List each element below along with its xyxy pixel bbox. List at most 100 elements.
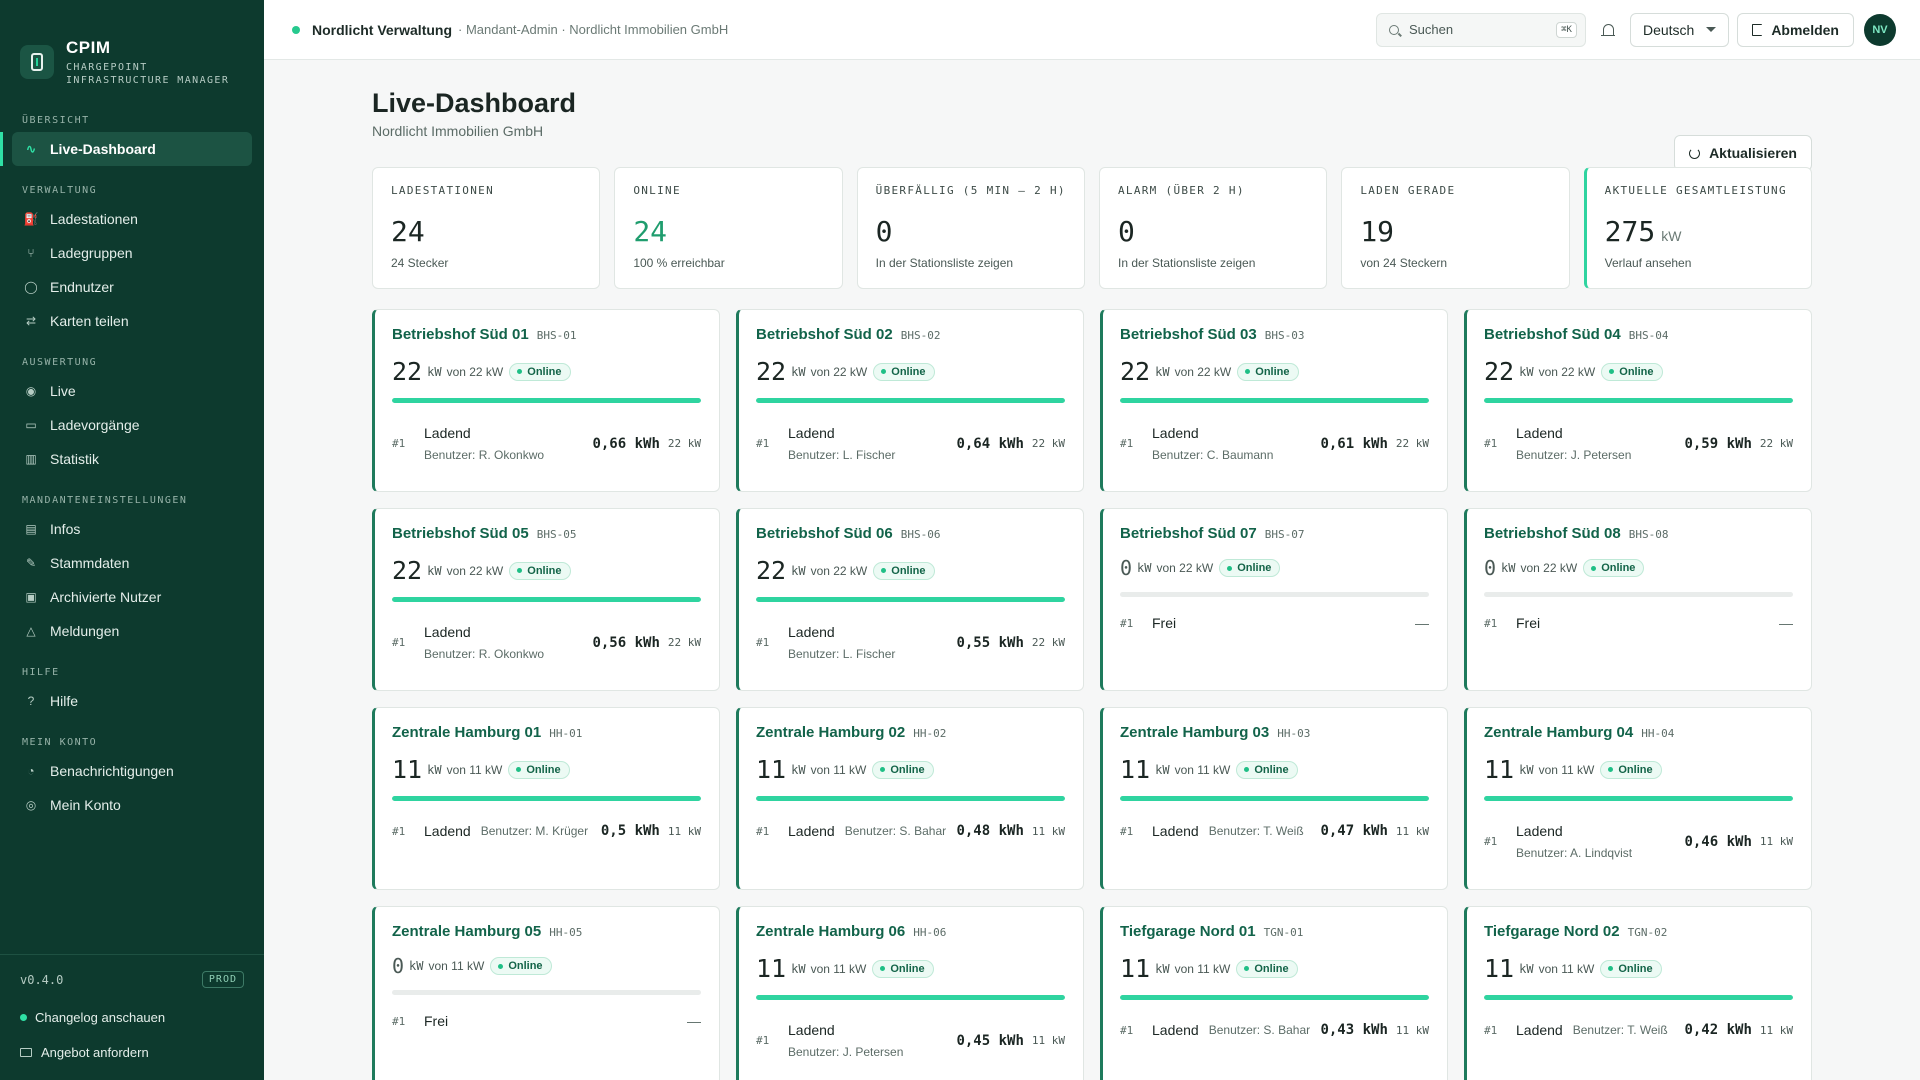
stat-card[interactable]: LADESTATIONEN 24 24 Stecker [372, 167, 601, 289]
connector-row[interactable]: #1 Ladend Benutzer: J. Petersen 0,45 kWh 11 … [756, 1022, 1065, 1059]
connector-row[interactable]: #1 Frei — [392, 1013, 701, 1029]
sidebar-item-karten-teilen[interactable]: ⇄ Karten teilen [12, 304, 252, 338]
sidebar-item-ladestationen[interactable]: ⛽ Ladestationen [12, 202, 252, 236]
station-name[interactable]: Betriebshof Süd 01 [392, 326, 529, 343]
station-card[interactable]: Betriebshof Süd 01 BHS-01 22 kW von 22 kW Onl… [372, 309, 720, 492]
connector-row[interactable]: #1 Ladend Benutzer: M. Krüger 0,5 kWh 11 kW [392, 823, 701, 839]
station-name[interactable]: Betriebshof Süd 07 [1120, 525, 1257, 542]
sidebar-item-live[interactable]: ◉ Live [12, 374, 252, 408]
sidebar-item-ladevorgänge[interactable]: ▭ Ladevorgänge [12, 408, 252, 442]
station-name[interactable]: Betriebshof Süd 03 [1120, 326, 1257, 343]
sidebar-item-mein-konto[interactable]: ◎ Mein Konto [12, 788, 252, 822]
station-name[interactable]: Tiefgarage Nord 02 [1484, 923, 1620, 940]
connector-row[interactable]: #1 Ladend Benutzer: T. Weiß 0,47 kWh 11 kW [1120, 823, 1429, 839]
stat-note[interactable]: Verlauf ansehen [1604, 256, 1692, 270]
station-name[interactable]: Zentrale Hamburg 06 [756, 923, 906, 940]
connector-row[interactable]: #1 Ladend Benutzer: L. Fischer 0,64 kWh 22 k… [756, 425, 1065, 462]
station-name[interactable]: Betriebshof Süd 05 [392, 525, 529, 542]
station-card[interactable]: Zentrale Hamburg 01 HH-01 11 kW von 11 kW Onl… [372, 707, 720, 890]
search-input[interactable]: Suchen ⌘K [1375, 12, 1586, 47]
logout-button[interactable]: Abmelden [1737, 12, 1854, 47]
station-name[interactable]: Zentrale Hamburg 02 [756, 724, 906, 741]
sidebar-item-endnutzer[interactable]: ◯ Endnutzer [12, 270, 252, 304]
station-name[interactable]: Betriebshof Süd 04 [1484, 326, 1621, 343]
station-card[interactable]: Betriebshof Süd 06 BHS-06 22 kW von 22 kW Onl… [736, 508, 1084, 691]
connector-row[interactable]: #1 Ladend Benutzer: L. Fischer 0,55 kWh 22 k… [756, 624, 1065, 661]
brand[interactable]: CPIM CHARGEPOINT INFRASTRUCTURE MANAGER [0, 0, 264, 96]
nav-section-title: VERWALTUNG [22, 185, 98, 196]
sidebar-item-archivierte-nutzer[interactable]: ▣ Archivierte Nutzer [12, 580, 252, 614]
online-dot-icon [498, 963, 504, 969]
stat-card[interactable]: AKTUELLE GESAMTLEISTUNG 275 kW Verlauf anse… [1583, 167, 1812, 289]
station-name[interactable]: Betriebshof Süd 06 [756, 525, 893, 542]
station-name[interactable]: Betriebshof Süd 08 [1484, 525, 1621, 542]
connector-row[interactable]: #1 Ladend Benutzer: R. Okonkwo 0,66 kWh 22 k… [392, 425, 701, 462]
offer-link[interactable]: Angebot anfordern [20, 1045, 244, 1060]
connector-energy: 0,55 kWh [956, 634, 1024, 651]
tenant-name[interactable]: Nordlicht Verwaltung [312, 21, 453, 38]
station-name[interactable]: Zentrale Hamburg 01 [392, 724, 542, 741]
connector-row[interactable]: #1 Ladend Benutzer: A. Lindqvist 0,46 kWh 11… [1484, 823, 1793, 860]
sidebar-item-stammdaten[interactable]: ✎ Stammdaten [12, 546, 252, 580]
activity-icon: ∿ [25, 142, 37, 156]
sidebar-item-infos[interactable]: ▤ Infos [12, 512, 252, 546]
connector-row[interactable]: #1 Ladend Benutzer: S. Bahar 0,48 kWh 11 kW [756, 823, 1065, 839]
status-label: Online [526, 763, 561, 776]
connector-status: Ladend [1516, 823, 1563, 839]
power-unit: kW [791, 961, 806, 976]
connector-row[interactable]: #1 Ladend Benutzer: T. Weiß 0,42 kWh 11 kW [1484, 1022, 1793, 1038]
power-bar-fill [392, 796, 701, 801]
changelog-link[interactable]: Changelog anschauen [20, 1010, 244, 1025]
radio-icon: ◉ [25, 384, 37, 398]
station-card[interactable]: Betriebshof Süd 07 BHS-07 0 kW von 22 kW Onli… [1100, 508, 1448, 691]
sidebar-item-live-dashboard[interactable]: ∿ Live-Dashboard [0, 132, 252, 166]
station-code: HH-06 [913, 926, 947, 939]
sidebar-item-meldungen[interactable]: △ Meldungen [12, 614, 252, 648]
sidebar-item-ladegruppen[interactable]: ⑂ Ladegruppen [12, 236, 252, 270]
connector-row[interactable]: #1 Ladend Benutzer: C. Baumann 0,61 kWh 22 k… [1120, 425, 1429, 462]
station-card[interactable]: Betriebshof Süd 03 BHS-03 22 kW von 22 kW Onl… [1100, 309, 1448, 492]
station-card[interactable]: Tiefgarage Nord 02 TGN-02 11 kW von 11 kW Onl… [1464, 906, 1812, 1080]
power-bar [1484, 592, 1793, 597]
station-card[interactable]: Zentrale Hamburg 06 HH-06 11 kW von 11 kW Onl… [736, 906, 1084, 1080]
connector-number: #1 [1120, 1023, 1134, 1037]
avatar[interactable]: NV [1864, 13, 1896, 46]
stat-card[interactable]: ONLINE 24 100 % erreichbar [614, 167, 843, 289]
sidebar-item-statistik[interactable]: ▥ Statistik [12, 442, 252, 476]
station-card[interactable]: Zentrale Hamburg 05 HH-05 0 kW von 11 kW Onli… [372, 906, 720, 1080]
stat-note[interactable]: In der Stationsliste zeigen [1117, 256, 1256, 270]
connector-row[interactable]: #1 Ladend Benutzer: S. Bahar 0,43 kWh 11 kW [1120, 1022, 1429, 1038]
stat-note[interactable]: In der Stationsliste zeigen [875, 256, 1014, 270]
station-card[interactable]: Betriebshof Süd 04 BHS-04 22 kW von 22 kW Onl… [1464, 309, 1812, 492]
connector-row[interactable]: #1 Frei — [1484, 615, 1793, 631]
stat-card[interactable]: ÜBERFÄLLIG (5 MIN – 2 H) 0 In der Stations… [856, 167, 1085, 289]
station-card[interactable]: Betriebshof Süd 05 BHS-05 22 kW von 22 kW Onl… [372, 508, 720, 691]
station-name[interactable]: Zentrale Hamburg 03 [1120, 724, 1270, 741]
sidebar-item-hilfe[interactable]: ? Hilfe [12, 684, 252, 718]
connector-row[interactable]: #1 Frei — [1120, 615, 1429, 631]
sidebar-item-label: Statistik [50, 451, 100, 467]
station-card[interactable]: Zentrale Hamburg 02 HH-02 11 kW von 11 kW Onl… [736, 707, 1084, 890]
sidebar-item-benachrichtigungen[interactable]: ◔ Benachrichtigungen [12, 754, 252, 788]
connector-row[interactable]: #1 Ladend Benutzer: R. Okonkwo 0,56 kWh 22 k… [392, 624, 701, 661]
station-card[interactable]: Betriebshof Süd 08 BHS-08 0 kW von 22 kW Onli… [1464, 508, 1812, 691]
connector-status: Frei [424, 1013, 449, 1029]
connector-info: Ladend Benutzer: L. Fischer [788, 425, 956, 462]
station-card[interactable]: Zentrale Hamburg 04 HH-04 11 kW von 11 kW Onl… [1464, 707, 1812, 890]
notifications-button[interactable] [1592, 13, 1626, 47]
refresh-button[interactable]: Aktualisieren [1674, 135, 1812, 171]
station-card[interactable]: Zentrale Hamburg 03 HH-03 11 kW von 11 kW Onl… [1100, 707, 1448, 890]
station-name[interactable]: Zentrale Hamburg 04 [1484, 724, 1634, 741]
connector-status: Ladend [424, 823, 471, 839]
station-card[interactable]: Betriebshof Süd 02 BHS-02 22 kW von 22 kW Onl… [736, 309, 1084, 492]
stat-card[interactable]: LADEN GERADE 19 von 24 Steckern [1341, 167, 1570, 289]
station-card[interactable]: Tiefgarage Nord 01 TGN-01 11 kW von 11 kW Onl… [1100, 906, 1448, 1080]
station-name[interactable]: Tiefgarage Nord 01 [1120, 923, 1256, 940]
station-name[interactable]: Betriebshof Süd 02 [756, 326, 893, 343]
station-name[interactable]: Zentrale Hamburg 05 [392, 923, 542, 940]
connector-energy: 0,56 kWh [592, 634, 660, 651]
stats-row: LADESTATIONEN 24 24 Stecker ONLINE 24 100 % e… [372, 167, 1812, 289]
language-select[interactable]: Deutsch [1629, 12, 1730, 47]
stat-card[interactable]: ALARM (ÜBER 2 H) 0 In der Stationsliste ze… [1098, 167, 1328, 289]
connector-row[interactable]: #1 Ladend Benutzer: J. Petersen 0,59 kWh 22 … [1484, 425, 1793, 462]
